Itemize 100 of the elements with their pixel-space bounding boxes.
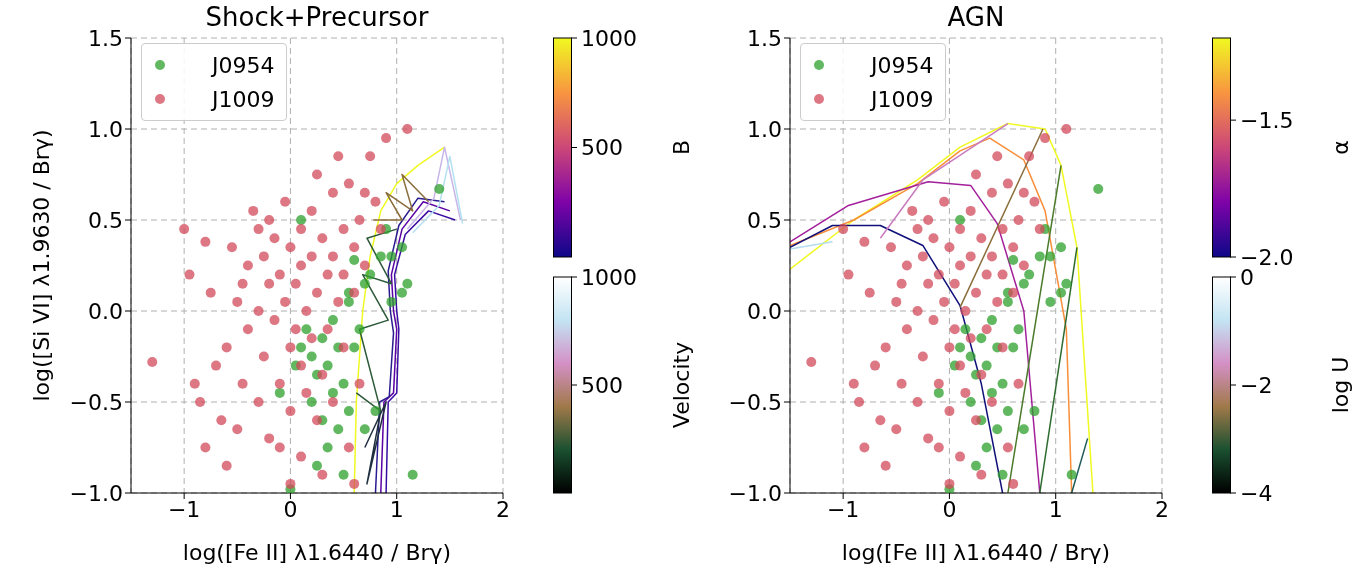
y-tick-label: −1.0 — [728, 480, 782, 506]
point — [1013, 324, 1024, 335]
x-tick-label: −1 — [826, 496, 860, 522]
point — [1008, 255, 1019, 266]
legend-label: J1009 — [212, 86, 275, 112]
point — [333, 424, 344, 435]
x-tick-label: 2 — [496, 496, 510, 522]
text: log U — [1327, 356, 1353, 414]
point — [965, 397, 976, 407]
color-bar-title: B — [668, 139, 694, 156]
legend-label: J0954 — [871, 52, 934, 78]
point — [992, 424, 1003, 435]
point — [386, 251, 397, 262]
y-tick-label: 1.5 — [747, 25, 782, 51]
point — [397, 242, 408, 253]
y-tick-label: 1.0 — [88, 116, 123, 142]
line-series — [411, 155, 464, 234]
legend-label: J0954 — [212, 52, 275, 78]
color-bar-label: 500 — [581, 135, 623, 160]
point — [1045, 296, 1056, 307]
line-series — [406, 146, 462, 230]
line-series — [790, 181, 1041, 493]
line-series — [353, 146, 446, 493]
legend-label: J1009 — [871, 86, 934, 112]
point — [955, 342, 966, 353]
point — [312, 460, 322, 471]
point — [354, 324, 365, 335]
point — [327, 315, 338, 326]
point — [306, 397, 317, 407]
x-tick-label: 0 — [283, 496, 298, 522]
point — [981, 360, 992, 371]
point — [1056, 242, 1067, 253]
point — [997, 469, 1008, 480]
point — [359, 278, 370, 289]
point — [327, 387, 338, 398]
point — [1029, 406, 1040, 417]
x-tick-label: 2 — [1155, 496, 1169, 522]
y-tick-label: 0.0 — [747, 298, 782, 324]
x-axis-title: log([Fe II] λ1.6440 / Brγ) — [841, 540, 1111, 565]
color-bar-title: α — [1327, 140, 1353, 155]
point — [434, 184, 445, 195]
point — [317, 333, 328, 344]
point — [296, 215, 307, 225]
y-tick-label: 1.0 — [747, 116, 782, 142]
text: 500 — [581, 372, 623, 398]
point — [1008, 342, 1019, 353]
y-tick-label: −0.5 — [69, 389, 123, 415]
point — [397, 287, 408, 298]
point — [365, 269, 376, 280]
point — [997, 378, 1008, 389]
x-axis-title: log([Fe II] λ1.6440 / Brγ) — [182, 540, 452, 565]
point — [375, 251, 386, 262]
point — [1061, 278, 1072, 289]
line-series — [374, 197, 446, 493]
point — [976, 333, 987, 344]
point — [370, 406, 381, 417]
point — [359, 424, 370, 435]
point — [981, 442, 992, 453]
y-tick-label: −1.0 — [69, 480, 123, 506]
point — [1018, 278, 1029, 289]
y-tick-label: 0.0 — [88, 298, 123, 324]
text: 1000 — [581, 264, 637, 290]
point — [402, 278, 413, 289]
chart-title: AGN — [946, 2, 1006, 32]
text: Velocity — [668, 341, 694, 429]
point — [1093, 184, 1104, 195]
point — [338, 378, 349, 389]
y-tick-label: −0.5 — [728, 389, 782, 415]
line-series — [790, 224, 1004, 493]
point — [986, 387, 997, 398]
y-tick-label: 0.5 — [88, 207, 123, 233]
color-bar-label: −1.5 — [1240, 107, 1294, 133]
point — [296, 342, 307, 353]
point — [343, 406, 354, 417]
y-tick-label: 1.5 — [88, 25, 123, 51]
point — [407, 469, 418, 480]
x-tick-label: 0 — [942, 496, 957, 522]
text: −2 — [1240, 372, 1273, 398]
point — [338, 469, 349, 480]
chart-title: Shock+Precursor — [204, 2, 430, 32]
x-tick-label: 1 — [389, 496, 404, 522]
point — [386, 296, 397, 307]
y-tick-label: 0.5 — [747, 207, 782, 233]
line-series — [380, 201, 451, 493]
point — [971, 460, 981, 471]
point — [1034, 251, 1045, 262]
point — [274, 387, 285, 398]
point — [960, 324, 971, 335]
point — [965, 351, 976, 362]
point — [349, 342, 360, 353]
point — [306, 351, 317, 362]
point — [933, 387, 944, 398]
point — [343, 296, 354, 307]
point — [1018, 424, 1029, 435]
y-axis-title: log([Si VI] λ1.9630 / Brγ) — [28, 129, 54, 402]
line-series — [372, 173, 430, 221]
point — [1045, 251, 1056, 262]
point — [1002, 406, 1013, 417]
point — [322, 442, 333, 453]
line-series — [385, 210, 456, 493]
